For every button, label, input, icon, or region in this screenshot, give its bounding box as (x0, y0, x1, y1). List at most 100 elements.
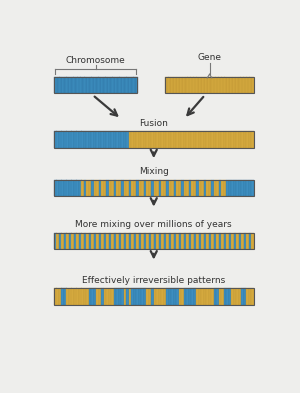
Bar (206, 131, 209, 148)
Bar (89, 131, 92, 148)
Bar (249, 288, 251, 305)
Bar (64, 288, 67, 305)
Bar (161, 288, 164, 305)
Bar (164, 131, 166, 148)
Bar (124, 288, 127, 305)
Bar (226, 288, 229, 305)
Bar (91, 288, 94, 305)
Bar (174, 131, 176, 148)
Bar (194, 77, 195, 93)
Bar (239, 288, 242, 305)
Bar (79, 131, 82, 148)
Bar (64, 233, 67, 249)
Bar (221, 131, 224, 148)
Text: More mixing over millions of years: More mixing over millions of years (75, 220, 232, 229)
Bar (76, 288, 79, 305)
Bar (204, 180, 206, 196)
Bar (161, 131, 164, 148)
Bar (146, 288, 149, 305)
Bar (214, 180, 217, 196)
Bar (94, 180, 97, 196)
Bar (168, 77, 170, 93)
Bar (86, 180, 89, 196)
Bar (234, 288, 236, 305)
Bar (244, 288, 247, 305)
Bar (133, 77, 135, 93)
Bar (76, 131, 79, 148)
Bar (74, 288, 76, 305)
Bar (156, 288, 159, 305)
Bar (124, 131, 127, 148)
Bar (243, 77, 245, 93)
Bar (79, 180, 82, 196)
Bar (101, 233, 104, 249)
Bar (57, 77, 58, 93)
Bar (159, 180, 161, 196)
Bar (189, 131, 191, 148)
Bar (246, 233, 249, 249)
Bar (136, 288, 139, 305)
Bar (129, 77, 131, 93)
Bar (215, 77, 217, 93)
Bar (169, 131, 172, 148)
Bar (183, 77, 185, 93)
Bar (106, 233, 109, 249)
Bar (104, 131, 106, 148)
Bar (159, 233, 161, 249)
Bar (86, 77, 88, 93)
Bar (189, 180, 191, 196)
Bar (246, 288, 249, 305)
Bar (111, 77, 112, 93)
Bar (61, 180, 64, 196)
Bar (201, 180, 204, 196)
Bar (179, 233, 181, 249)
Bar (64, 131, 67, 148)
Bar (236, 77, 238, 93)
Text: Gene: Gene (198, 53, 221, 62)
Bar (151, 288, 154, 305)
Bar (194, 131, 196, 148)
Bar (77, 77, 79, 93)
Bar (176, 288, 179, 305)
Bar (211, 180, 214, 196)
Bar (156, 233, 159, 249)
Bar (216, 180, 219, 196)
Bar (89, 77, 90, 93)
Bar (149, 131, 152, 148)
Bar (54, 233, 56, 249)
Bar (98, 77, 100, 93)
Bar (208, 77, 210, 93)
Bar (231, 180, 234, 196)
Bar (96, 180, 99, 196)
Bar (151, 131, 154, 148)
Bar (66, 180, 69, 196)
Bar (164, 288, 166, 305)
Bar (99, 233, 101, 249)
Bar (176, 77, 177, 93)
Bar (96, 131, 99, 148)
Bar (121, 233, 124, 249)
Bar (121, 131, 124, 148)
Bar (92, 77, 93, 93)
Bar (149, 288, 152, 305)
Bar (136, 77, 138, 93)
Bar (146, 180, 149, 196)
Bar (129, 233, 131, 249)
Bar (76, 77, 78, 93)
Bar (241, 233, 244, 249)
Bar (111, 233, 114, 249)
Bar (119, 77, 121, 93)
Bar (58, 77, 60, 93)
Bar (56, 131, 59, 148)
Bar (56, 288, 59, 305)
Bar (139, 233, 142, 249)
Bar (184, 77, 186, 93)
Bar (64, 180, 67, 196)
Bar (99, 180, 101, 196)
Bar (184, 288, 187, 305)
Bar (195, 77, 197, 93)
Bar (66, 288, 69, 305)
Bar (156, 131, 159, 148)
Bar (174, 180, 176, 196)
Bar (236, 180, 239, 196)
